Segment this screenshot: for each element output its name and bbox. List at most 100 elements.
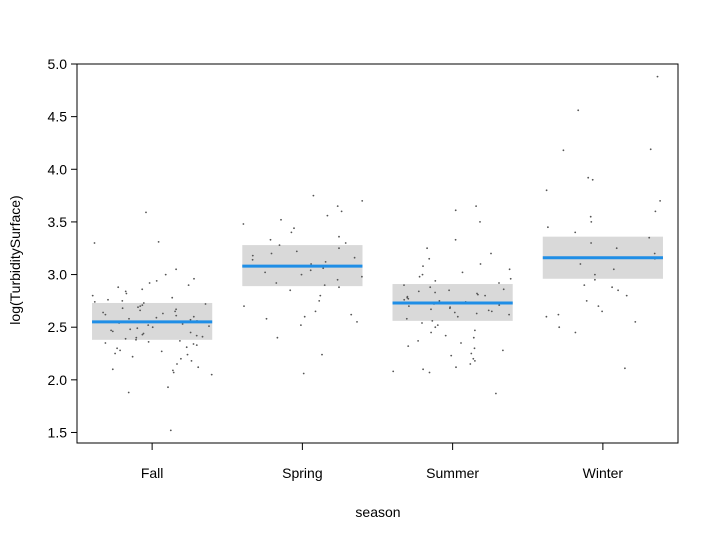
residual-point xyxy=(121,307,124,310)
residual-point xyxy=(579,263,582,265)
residual-point xyxy=(338,247,340,250)
residual-point xyxy=(594,278,596,281)
residual-point xyxy=(648,236,651,239)
residual-point xyxy=(189,318,192,321)
residual-point xyxy=(104,342,107,344)
residual-point xyxy=(418,275,421,278)
residual-point xyxy=(172,371,175,374)
residual-point xyxy=(431,320,434,322)
residual-point xyxy=(192,343,195,345)
residual-point xyxy=(127,391,130,394)
residual-point xyxy=(487,309,490,312)
residual-point xyxy=(634,321,637,323)
residual-point xyxy=(280,218,282,221)
residual-point xyxy=(470,352,473,355)
residual-point xyxy=(430,308,432,311)
residual-point xyxy=(430,331,432,334)
residual-point xyxy=(653,252,656,255)
residual-point xyxy=(114,352,116,355)
residual-point xyxy=(587,176,590,179)
residual-point xyxy=(340,210,343,213)
residual-point xyxy=(361,275,363,278)
residual-point xyxy=(361,200,364,202)
residual-point xyxy=(179,340,181,342)
residual-point xyxy=(417,340,419,342)
residual-point xyxy=(117,286,120,289)
residual-point xyxy=(474,329,476,332)
residual-point xyxy=(111,330,114,333)
residual-point xyxy=(407,345,410,347)
residual-point xyxy=(121,300,124,302)
y-tick-label: 4.0 xyxy=(48,161,68,177)
residual-point xyxy=(498,304,501,306)
residual-point xyxy=(148,282,151,284)
residual-point xyxy=(558,326,561,329)
residual-point xyxy=(460,342,462,344)
residual-point xyxy=(590,242,592,244)
residual-point xyxy=(461,271,464,274)
residual-point xyxy=(659,200,661,202)
y-tick-label: 2.0 xyxy=(48,372,68,388)
residual-point xyxy=(421,273,424,276)
residual-point xyxy=(318,300,321,302)
residual-point xyxy=(454,238,457,241)
residual-point xyxy=(615,247,618,250)
residual-point xyxy=(185,346,188,349)
residual-point xyxy=(303,315,306,318)
residual-point xyxy=(490,310,493,313)
residual-point xyxy=(204,303,207,305)
residual-point xyxy=(128,317,130,320)
residual-point xyxy=(545,315,548,318)
residual-point xyxy=(438,300,441,302)
residual-point xyxy=(129,328,132,331)
residual-point xyxy=(167,386,169,389)
residual-point xyxy=(479,263,482,265)
residual-point xyxy=(617,289,619,292)
residual-point xyxy=(577,109,580,112)
residual-point xyxy=(574,231,577,234)
residual-point xyxy=(171,296,174,299)
residual-point xyxy=(353,256,356,259)
residual-point xyxy=(436,324,439,326)
residual-point xyxy=(124,337,127,340)
residual-point xyxy=(155,280,158,282)
residual-point xyxy=(295,250,298,253)
residual-point xyxy=(119,349,121,352)
residual-point xyxy=(107,298,109,301)
residual-point xyxy=(547,226,549,229)
residual-point xyxy=(164,273,167,276)
y-axis-title: log(TurbiditySurface) xyxy=(7,195,23,324)
residual-point xyxy=(155,316,158,319)
residual-point xyxy=(324,261,327,263)
residual-point xyxy=(91,294,94,297)
residual-point xyxy=(302,372,305,375)
residual-point xyxy=(649,148,652,151)
y-tick-label: 1.5 xyxy=(48,424,68,440)
x-tick-label: Spring xyxy=(282,465,322,481)
residual-point xyxy=(654,210,657,213)
residual-point xyxy=(151,326,154,329)
residual-point xyxy=(434,291,436,294)
residual-point xyxy=(509,277,512,280)
residual-point xyxy=(449,306,451,309)
residual-point xyxy=(116,347,118,350)
residual-point xyxy=(141,333,144,336)
residual-point xyxy=(208,325,210,327)
residual-point xyxy=(192,315,195,318)
residual-point xyxy=(186,353,189,356)
residual-point xyxy=(495,392,497,395)
residual-point xyxy=(312,194,315,197)
plot-panel xyxy=(76,63,679,444)
residual-point xyxy=(591,178,594,181)
residual-point xyxy=(319,294,322,297)
residual-point xyxy=(251,258,254,261)
residual-point xyxy=(585,300,588,302)
residual-point xyxy=(428,257,431,260)
residual-point xyxy=(350,313,353,316)
residual-point xyxy=(197,366,200,369)
residual-point xyxy=(210,373,213,376)
residual-point xyxy=(174,310,177,313)
residual-point xyxy=(469,363,472,365)
residual-point xyxy=(407,297,410,300)
residual-point xyxy=(426,247,428,250)
